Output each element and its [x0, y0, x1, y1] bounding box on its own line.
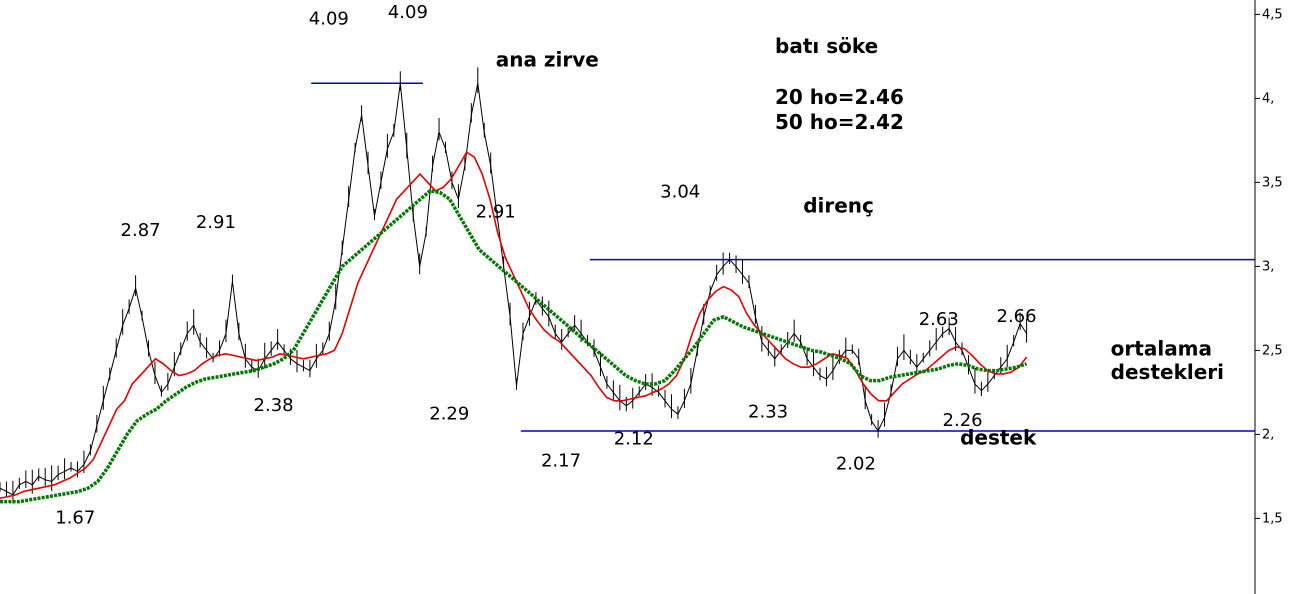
value-annotation: 4.09 [388, 2, 428, 23]
y-tick-label: 4,5 [1262, 7, 1283, 22]
value-annotation: 4.09 [309, 8, 349, 29]
series-ma50-line [0, 188, 1028, 504]
y-tick-label: 4, [1262, 91, 1274, 106]
value-annotation: 2.38 [254, 395, 294, 416]
annotation-layer: 4.09 4.09 2.87 2.91 2.91 3.04 2.63 2.66 2.38 2.29… [55, 2, 1224, 529]
ma50-label: 50 ho=2.42 [775, 110, 904, 134]
value-annotation: 2.26 [943, 410, 983, 431]
value-annotation: 2.91 [196, 212, 236, 233]
text-annotation: destekleri [1111, 360, 1224, 384]
value-annotation: 2.63 [919, 309, 959, 330]
y-tick-label: 3,5 [1262, 175, 1283, 190]
text-annotation: ortalama [1111, 336, 1212, 360]
y-tick-label: 2,5 [1262, 343, 1283, 358]
value-annotation: 2.91 [476, 202, 516, 223]
value-annotation: 2.12 [614, 428, 654, 449]
chart-title: batı söke [775, 34, 878, 58]
y-tick-label: 2, [1262, 427, 1274, 442]
y-tick-label: 3, [1262, 259, 1274, 274]
text-annotation: destek [960, 425, 1037, 449]
reference-lines [311, 82, 1255, 432]
series-layer [0, 67, 1028, 504]
text-annotation: direnç [803, 194, 874, 218]
value-annotation: 2.33 [748, 402, 788, 423]
text-annotation: ana zirve [496, 47, 599, 71]
series-price-line [0, 83, 1028, 496]
value-annotation: 2.02 [836, 454, 876, 475]
y-axis: 4,5 4, 3,5 3, 2,5 2, 1,5 [1254, 0, 1283, 594]
ma20-label: 20 ho=2.46 [775, 85, 904, 109]
value-annotation: 2.17 [541, 450, 581, 471]
value-annotation: 2.29 [429, 403, 469, 424]
value-annotation: 3.04 [660, 182, 700, 203]
value-annotation: 2.66 [997, 306, 1037, 327]
value-annotation: 2.87 [121, 220, 161, 241]
value-annotation: 1.67 [55, 507, 95, 528]
y-tick-label: 1,5 [1262, 511, 1283, 526]
